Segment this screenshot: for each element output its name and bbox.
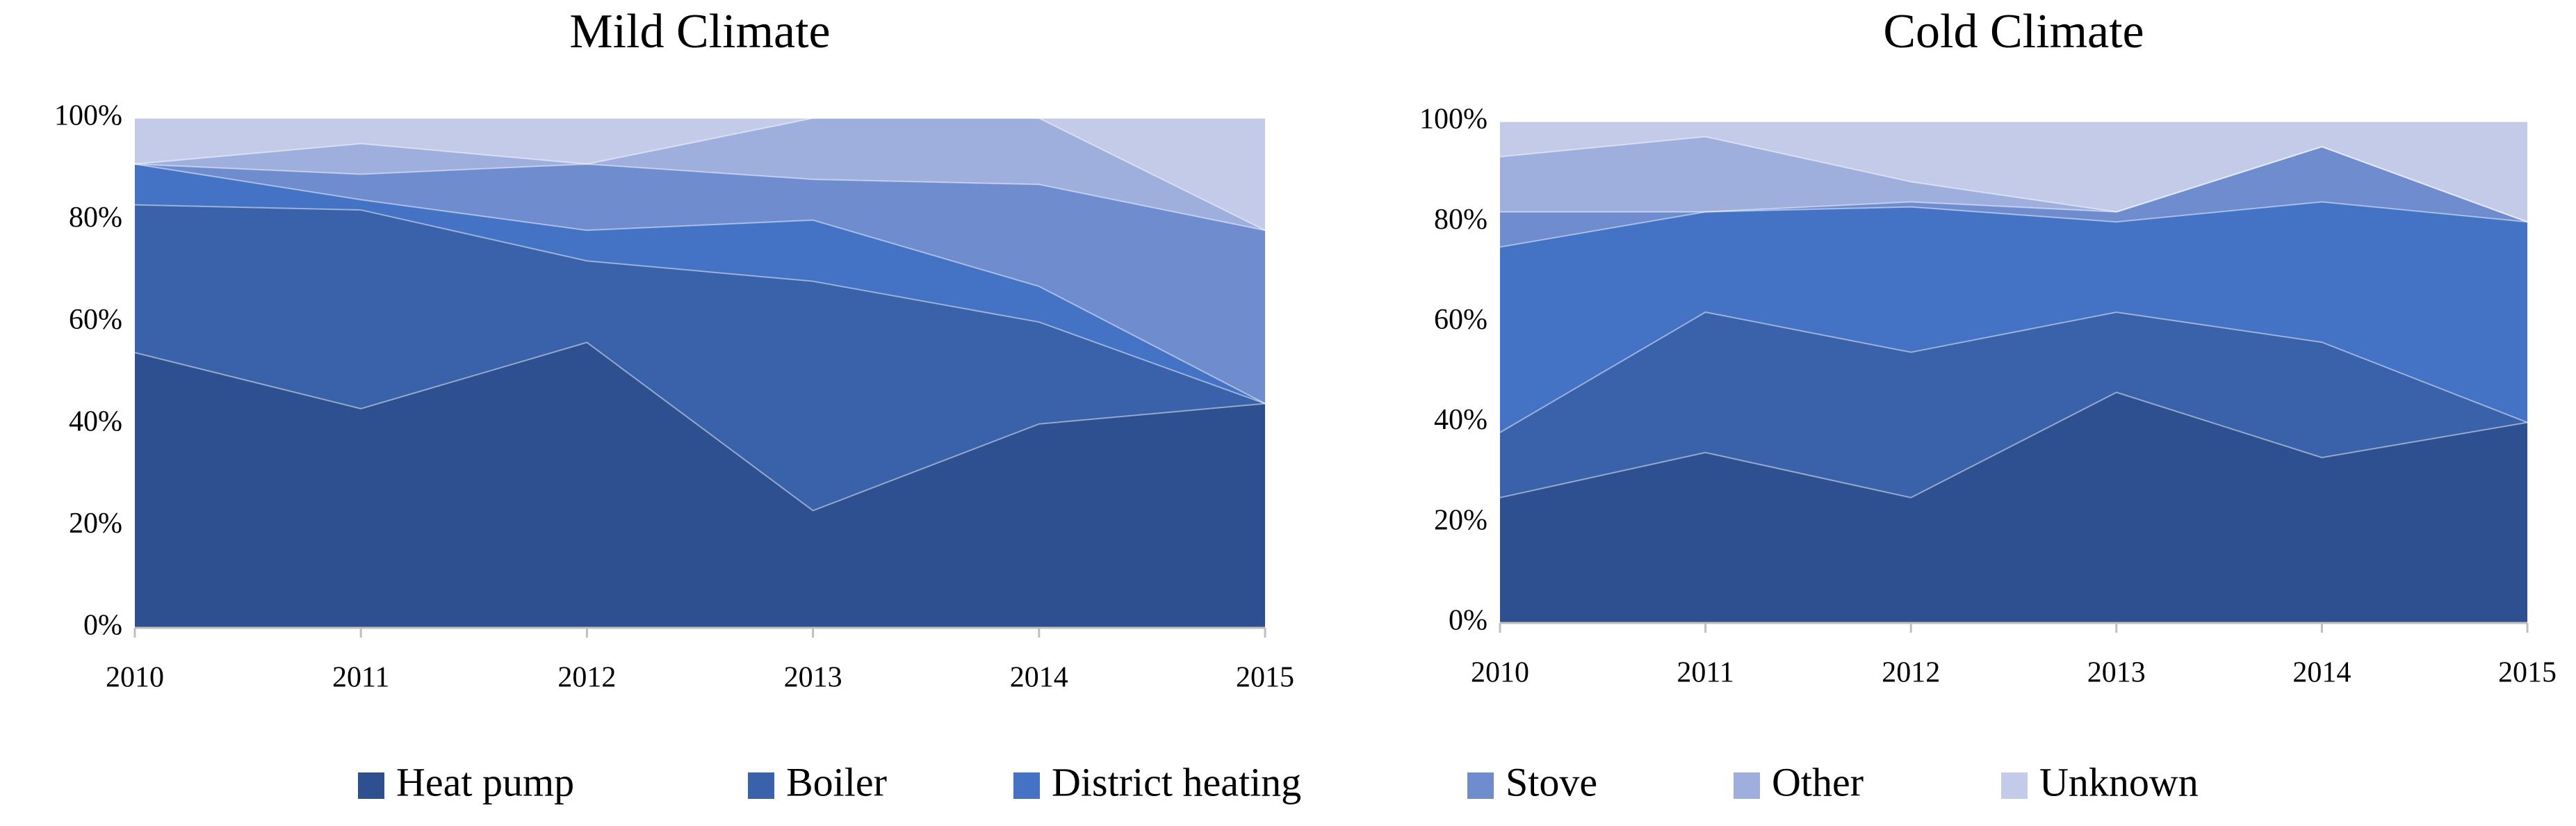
y-tick-label: 100% (1419, 104, 1487, 136)
legend-swatch (1734, 772, 1760, 799)
chart-title: Cold Climate (1883, 5, 2144, 58)
area: Other (135, 118, 1265, 231)
y-tick-label: 60% (69, 304, 122, 336)
x-tick-label: 2014 (2292, 657, 2351, 689)
legend-swatch (1013, 772, 1040, 799)
x-tick-label: 2012 (557, 662, 616, 694)
area: Other (1500, 136, 2527, 222)
layer-edge (134, 163, 1266, 232)
x-tick-label: 2012 (1882, 657, 1940, 689)
area: Stove (1500, 147, 2527, 248)
layer-edge (134, 341, 1266, 512)
area: Boiler (1500, 311, 2527, 498)
y-tick-label: 80% (69, 202, 122, 234)
layer-edge (1499, 201, 2528, 248)
area: Unknown (1500, 122, 2527, 222)
x-tick-label: 2011 (1677, 657, 1734, 689)
legend-swatch (1467, 772, 1494, 799)
legend-label: Boiler (786, 759, 887, 804)
x-tick-label: 2015 (2498, 657, 2557, 689)
y-tick-label: 0% (83, 610, 122, 642)
layer-edge (1499, 311, 2528, 433)
x-tick-label: 2013 (2087, 657, 2146, 689)
chart-title: Mild Climate (569, 5, 830, 58)
x-tick-label: 2014 (1010, 662, 1068, 694)
layer-edge (134, 204, 1266, 405)
y-tick-label: 20% (69, 508, 122, 540)
area: District heating (135, 163, 1265, 404)
area: Unknown (135, 118, 1265, 231)
x-tick-label: 2015 (1236, 662, 1294, 694)
y-tick-label: 20% (1434, 504, 1487, 536)
y-tick-label: 100% (54, 100, 122, 132)
legend-swatch (748, 772, 774, 799)
area: District heating (1500, 202, 2527, 433)
legend-label: Other (1772, 759, 1864, 804)
x-tick-label: 2010 (106, 662, 164, 694)
legend-label: Stove (1506, 759, 1597, 804)
layer-edge (1499, 391, 2528, 499)
area: Stove (135, 163, 1265, 404)
legend-swatch (2001, 772, 2028, 799)
legend-label: Heat pump (396, 759, 574, 804)
y-tick-label: 0% (1449, 605, 1487, 637)
area: Heat pump (1500, 392, 2527, 623)
y-tick-label: 40% (69, 405, 122, 437)
layer-edge (1499, 136, 2528, 223)
area: Heat pump (135, 342, 1265, 628)
y-tick-label: 60% (1434, 304, 1487, 336)
x-tick-label: 2011 (332, 662, 389, 694)
layer-edge (134, 118, 1266, 232)
legend-swatch (358, 772, 384, 799)
x-tick-label: 2013 (784, 662, 842, 694)
layer-edge (1500, 145, 2528, 223)
y-tick-label: 40% (1434, 404, 1487, 436)
x-tick-label: 2010 (1471, 657, 1529, 689)
layer-edge (134, 163, 1266, 405)
legend-label: District heating (1052, 759, 1301, 804)
legend-label: Unknown (2039, 759, 2199, 804)
y-tick-label: 80% (1434, 204, 1487, 236)
area: Boiler (135, 204, 1265, 511)
